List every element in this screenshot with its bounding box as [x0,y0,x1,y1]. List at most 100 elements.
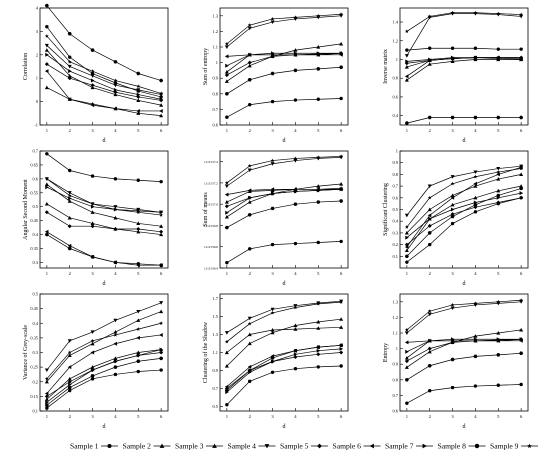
series-line [226,183,342,218]
data-point [293,156,298,161]
x-tick-label: 1 [226,414,229,419]
data-point [67,224,72,229]
x-tick-label: 5 [317,128,320,133]
data-point [159,103,164,107]
data-point [404,355,409,360]
y-tick-label: 0.5 [393,207,399,212]
x-tick-label: 3 [271,414,274,419]
x-tick-label: 3 [91,128,94,133]
data-point [473,115,478,120]
data-point [113,92,118,97]
legend-label: Sample 4 [228,442,257,451]
data-point [293,241,298,246]
data-point [67,339,72,343]
series-line [46,231,162,266]
chart-panel-7: 0.1 0.15 0.2 0.25 0.3 0.35 0.4 0.45 0.5 1 2 3 4 5 6 d Va… [22,292,169,430]
data-point [404,331,409,335]
x-tick-label: 2 [429,271,432,276]
data-point [136,327,141,331]
data-point [496,47,500,51]
data-point [404,248,409,253]
y-tick-label: 0.3 [393,230,399,235]
series-1 [45,368,163,410]
series-line [406,168,522,228]
y-tick-label: 1.3 [393,299,399,304]
data-point [90,338,95,343]
data-point [113,330,118,334]
data-point [316,184,321,188]
x-tick-label: 1 [46,128,49,133]
y-tick-label: 1111536.4 [204,267,218,271]
series-2 [44,309,164,384]
x-tick-label: 6 [160,271,163,276]
x-axis-label: d [283,424,286,430]
data-point [404,78,409,82]
x-tick-label: 2 [249,271,252,276]
data-point [225,260,229,265]
data-point [44,62,49,67]
legend-entry-8: Sample 8 [438,442,486,451]
data-point [473,210,478,214]
series-line [46,234,162,266]
data-point [496,383,500,387]
data-point [293,15,298,19]
data-point [44,201,49,206]
data-point [247,200,252,204]
data-point [519,186,524,191]
y-tick-label: 0.1 [393,254,399,259]
legend-marker [369,443,374,449]
data-point [90,255,95,259]
data-point [159,113,164,118]
plot-frame [399,293,529,412]
x-tick-label: 4 [474,271,477,276]
data-point [247,368,252,373]
series-line [226,200,342,228]
data-point [316,345,321,349]
data-point [159,347,164,352]
data-point [270,206,275,211]
data-point [159,301,164,305]
data-point [404,378,409,382]
y-axis-label: Angular Second Moment [23,179,29,240]
data-point [224,79,229,83]
x-axis-label: d [283,281,286,287]
data-point [405,401,409,405]
series-line [406,340,522,343]
data-point [405,59,409,64]
series-line [406,12,522,32]
data-point [68,55,72,59]
legend-entry-1: Sample 1 [70,442,118,451]
series-6 [44,69,163,113]
data-point [404,230,409,235]
data-point [450,221,455,226]
data-point [293,323,298,328]
data-point [450,46,455,50]
y-tick-label: 0.8 [393,377,399,382]
data-point [496,301,501,306]
y-axis-label: Correlation [23,53,29,80]
data-point [473,195,478,200]
legend-marker [212,443,217,448]
series-9 [44,321,164,381]
series-9 [404,166,524,229]
data-point [316,301,321,306]
data-point [450,10,455,15]
y-tick-label: 0.35 [30,246,38,251]
data-point [427,115,432,120]
y-axis-label: Entropy [383,343,389,362]
data-point [247,168,252,173]
data-point [316,155,321,159]
data-point [159,229,164,234]
data-point [90,48,95,52]
series-line [406,338,522,362]
data-point [339,346,344,351]
legend-entry-9: Sample 9 [490,442,538,451]
series-line [226,52,342,67]
x-axis-label: d [283,138,286,144]
data-point [248,103,252,107]
series-line [46,334,162,394]
series-1 [45,152,163,184]
series-line [406,167,522,248]
y-tick-label: 1.7 [213,296,219,301]
legend-entry-3: Sample 3 [175,442,223,451]
